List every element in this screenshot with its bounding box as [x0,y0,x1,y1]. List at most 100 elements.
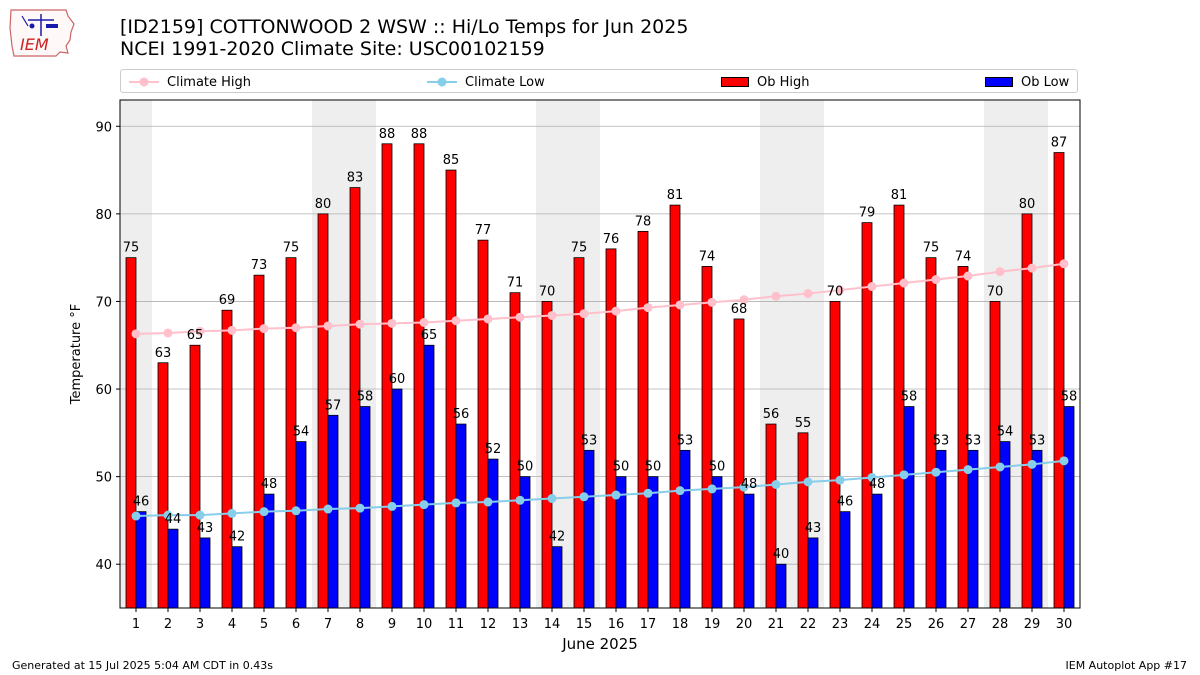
climate-low-point [131,511,141,521]
logo-text: IEM [20,35,49,54]
climate-high-point [611,306,621,316]
climate-high-point [227,325,237,335]
climate-low-point [515,495,525,505]
bar-ob-low [199,537,211,609]
bar-ob-low [839,511,851,609]
bar-ob-low [871,493,883,609]
legend-swatch-ob-high [721,77,749,87]
bar-ob-high [605,248,617,609]
y-tick-label: 80 [95,208,112,223]
iowa-map-icon: IEM [9,9,75,57]
climate-low-point [707,484,717,494]
climate-low-point [323,504,333,514]
data-label-ob-low: 53 [933,433,950,448]
x-tick-label: 8 [356,617,364,632]
climate-high-point [803,289,813,299]
climate-low-point [195,510,205,520]
bar-ob-high [189,344,201,609]
data-label-ob-high: 78 [635,214,652,229]
x-tick-label: 14 [544,617,561,632]
climate-low-point [1059,456,1069,466]
x-axis-label: June 2025 [561,635,638,653]
x-tick-label: 30 [1056,617,1073,632]
bar-ob-high [861,222,873,609]
data-label-ob-high: 75 [283,241,300,256]
bar-ob-high [1053,152,1065,609]
climate-low-point [451,498,461,508]
data-label-ob-low: 42 [229,530,246,545]
x-tick-label: 1 [132,617,140,632]
x-tick-label: 9 [388,617,396,632]
climate-high-line [135,262,1065,335]
x-tick-label: 24 [864,617,881,632]
climate-high-point [867,282,877,292]
climate-high-point [1059,259,1069,269]
y-tick-label: 50 [95,471,112,486]
bar-ob-low [135,511,147,609]
data-label-ob-low: 43 [197,521,214,536]
chart-title: [ID2159] COTTONWOOD 2 WSW :: Hi/Lo Temps… [120,16,688,60]
climate-high-point [739,295,749,305]
data-label-ob-low: 57 [325,398,342,413]
climate-low-point [291,506,301,516]
bar-ob-high [509,292,521,609]
data-label-ob-low: 44 [165,512,182,527]
bar-ob-low [231,546,243,609]
data-label-ob-high: 81 [891,188,908,203]
climate-high-point [547,310,557,320]
x-tick-label: 6 [292,617,300,632]
x-tick-label: 25 [896,617,913,632]
x-tick-label: 22 [800,617,817,632]
legend-item-ob-high: Ob High [721,73,810,91]
x-tick-label: 11 [448,617,465,632]
bar-ob-high [445,169,457,609]
x-tick-label: 2 [164,617,172,632]
data-label-ob-low: 42 [549,530,566,545]
data-label-ob-high: 79 [859,206,876,221]
y-tick-label: 40 [95,558,112,573]
data-label-ob-low: 58 [1061,390,1078,405]
x-tick-label: 4 [228,617,236,632]
data-label-ob-high: 76 [603,232,620,247]
data-label-ob-low: 50 [517,460,534,475]
data-label-ob-high: 87 [1051,136,1068,151]
data-label-ob-low: 46 [837,495,854,510]
bar-ob-high [829,301,841,609]
data-label-ob-high: 70 [827,284,844,299]
bar-ob-low [743,493,755,609]
climate-high-point [259,324,269,334]
climate-low-point [995,462,1005,472]
bar-ob-high [157,362,169,609]
data-label-ob-high: 70 [539,284,556,299]
climate-low-point [163,510,173,520]
bar-ob-high [701,266,713,609]
data-label-ob-low: 60 [389,372,406,387]
data-label-ob-high: 80 [1019,197,1036,212]
data-label-ob-high: 56 [763,407,780,422]
bar-ob-low [551,546,563,609]
climate-low-point [739,482,749,492]
data-label-ob-low: 58 [357,390,374,405]
data-label-ob-high: 55 [795,416,812,431]
data-label-ob-high: 85 [443,153,460,168]
data-label-ob-high: 70 [987,284,1004,299]
x-tick-label: 5 [260,617,268,632]
climate-high-point [483,314,493,324]
bar-ob-high [733,318,745,609]
bar-ob-high [893,204,905,609]
y-axis-label: Temperature °F [69,304,84,405]
data-label-ob-high: 75 [571,241,588,256]
x-tick-label: 10 [416,617,433,632]
x-tick-label: 7 [324,617,332,632]
legend-label-ob-high: Ob High [757,74,810,90]
x-tick-label: 12 [480,617,497,632]
data-label-ob-high: 75 [123,241,140,256]
climate-high-point [579,309,589,319]
climate-high-point [323,321,333,331]
climate-low-point [547,494,557,504]
bar-ob-low [711,476,723,609]
data-label-ob-low: 43 [805,521,822,536]
bar-ob-high [1021,213,1033,609]
x-tick-label: 3 [196,617,204,632]
